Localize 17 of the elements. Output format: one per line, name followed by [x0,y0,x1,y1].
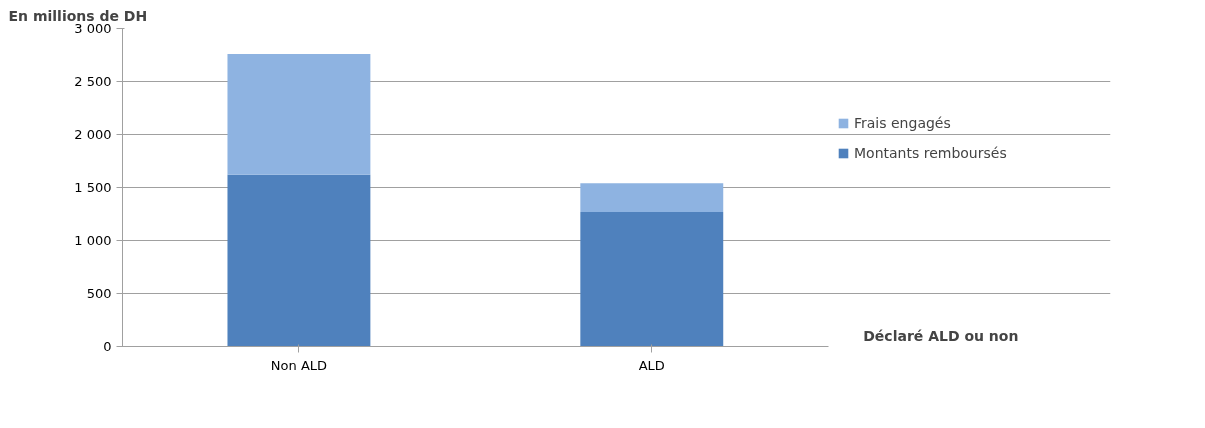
y-tick-label: 2 500 [74,74,112,89]
bar [580,211,724,347]
y-axis-title: En millions de DH [8,7,148,24]
legend-label: Montants remboursés [854,145,1007,161]
x-axis-title: Déclaré ALD ou non [863,327,1019,344]
x-tick-label: Non ALD [270,357,328,373]
bar [227,53,371,175]
y-tick-label: 3 000 [74,21,112,36]
bar [580,183,724,212]
y-tick-label: 1 500 [74,180,112,195]
legend-label: Frais engagés [854,115,951,131]
bar [227,174,371,347]
y-tick-label: 0 [103,339,112,354]
y-tick-label: 500 [86,286,112,301]
y-tick-label: 2 000 [74,127,112,142]
x-tick-label: ALD [638,357,665,373]
y-tick-label: 1 000 [74,233,112,248]
